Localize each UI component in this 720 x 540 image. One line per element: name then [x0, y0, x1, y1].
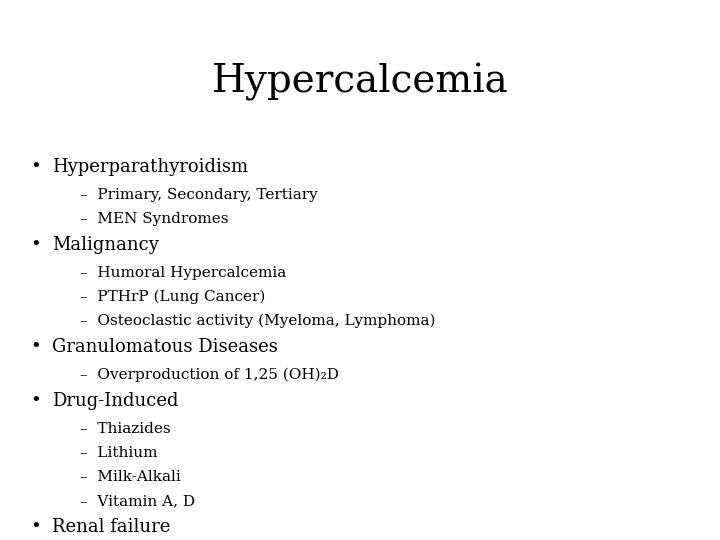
Text: •: • [30, 236, 41, 254]
Text: –  Humoral Hypercalcemia: – Humoral Hypercalcemia [80, 266, 287, 280]
Text: Malignancy: Malignancy [52, 236, 159, 254]
Text: Hypercalcemia: Hypercalcemia [212, 63, 508, 101]
Text: •: • [30, 392, 41, 410]
Text: –  Vitamin A, D: – Vitamin A, D [80, 494, 195, 508]
Text: –  Lithium: – Lithium [80, 446, 158, 460]
Text: –  Milk-Alkali: – Milk-Alkali [80, 470, 181, 484]
Text: –  PTHrP (Lung Cancer): – PTHrP (Lung Cancer) [80, 290, 266, 305]
Text: •: • [30, 518, 41, 536]
Text: •: • [30, 338, 41, 356]
Text: Granulomatous Diseases: Granulomatous Diseases [52, 338, 278, 356]
Text: Renal failure: Renal failure [52, 518, 171, 536]
Text: –  MEN Syndromes: – MEN Syndromes [80, 212, 228, 226]
Text: –  Thiazides: – Thiazides [80, 422, 171, 436]
Text: •: • [30, 158, 41, 176]
Text: –  Primary, Secondary, Tertiary: – Primary, Secondary, Tertiary [80, 188, 318, 202]
Text: –  Osteoclastic activity (Myeloma, Lymphoma): – Osteoclastic activity (Myeloma, Lympho… [80, 314, 436, 328]
Text: Hyperparathyroidism: Hyperparathyroidism [52, 158, 248, 176]
Text: –  Overproduction of 1,25 (OH)₂D: – Overproduction of 1,25 (OH)₂D [80, 368, 339, 382]
Text: Drug-Induced: Drug-Induced [52, 392, 179, 410]
